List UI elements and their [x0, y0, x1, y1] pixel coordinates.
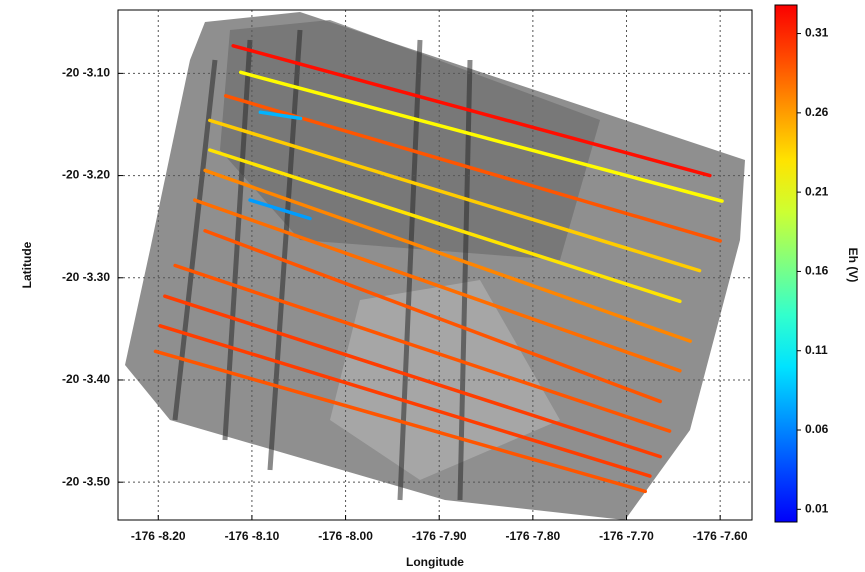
- colorbar-tick-label: 0.31: [805, 26, 829, 40]
- x-tick-label: -176 -8.00: [318, 529, 373, 543]
- x-tick-label: -176 -8.10: [225, 529, 280, 543]
- colorbar-tick-label: 0.21: [805, 184, 829, 198]
- y-tick-label: -20 -3.10: [62, 66, 110, 80]
- colorbar-tick-label: 0.16: [805, 264, 829, 278]
- x-tick-label: -176 -7.80: [506, 529, 561, 543]
- colorbar-tick-label: 0.26: [805, 105, 829, 119]
- colorbar-tick-label: 0.06: [805, 422, 829, 436]
- chart: Latitude Longitude Eh (V) -176 -8.20 -176…: [0, 0, 865, 572]
- y-tick-label: -20 -3.50: [62, 474, 110, 488]
- x-axis-label: Longitude: [406, 555, 464, 569]
- colorbar-label: Eh (V): [846, 248, 860, 283]
- colorbar-tick-label: 0.01: [805, 501, 829, 515]
- colorbar-tick-label: 0.11: [805, 343, 828, 357]
- y-tick-label: -20 -3.40: [62, 372, 110, 386]
- colorbar: [775, 5, 797, 522]
- x-tick-label: -176 -8.20: [131, 529, 186, 543]
- y-tick-label: -20 -3.20: [62, 168, 110, 182]
- x-tick-label: -176 -7.70: [599, 529, 654, 543]
- y-axis-label: Latitude: [20, 241, 34, 288]
- x-tick-label: -176 -7.60: [693, 529, 748, 543]
- y-tick-label: -20 -3.30: [62, 270, 110, 284]
- x-tick-label: -176 -7.90: [412, 529, 467, 543]
